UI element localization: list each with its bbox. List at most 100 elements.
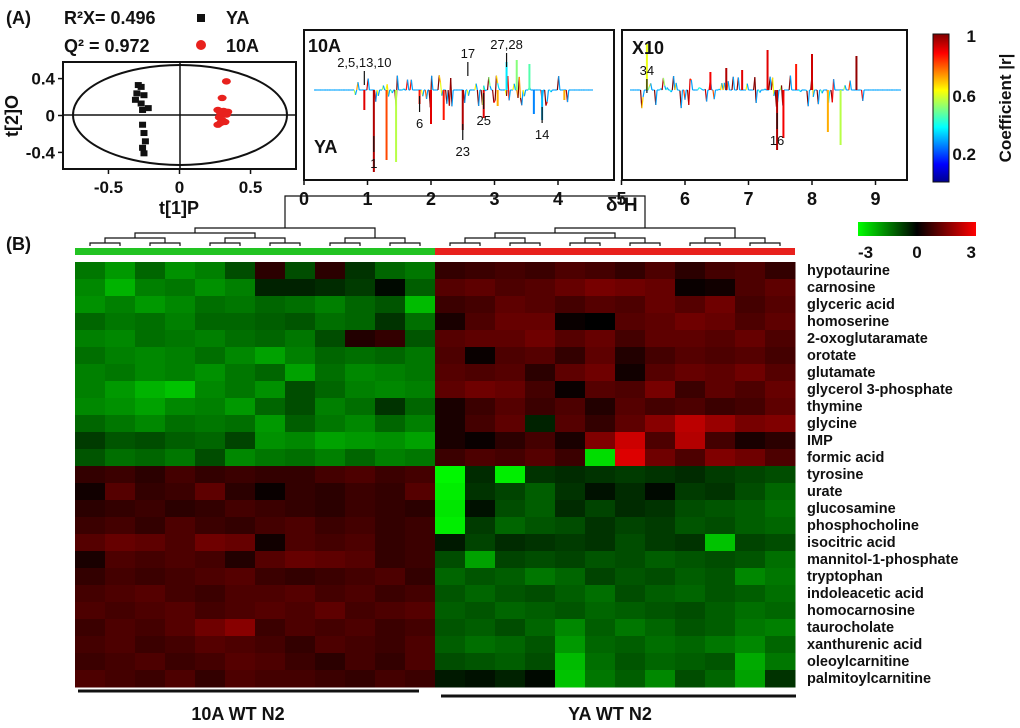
coef-trace-segment xyxy=(705,89,709,102)
heatmap-cell xyxy=(705,500,736,518)
heatmap-cell xyxy=(105,449,136,467)
heatmap-cell xyxy=(135,279,166,297)
heatmap-cell xyxy=(765,364,796,382)
heatmap-cell xyxy=(645,279,676,297)
heatmap-cell xyxy=(615,568,646,586)
coef-trace-segment xyxy=(817,89,821,105)
coef-xtick-label: 1 xyxy=(362,189,372,209)
heatmap-cell xyxy=(315,296,346,314)
heatmap-cell xyxy=(165,398,196,416)
coef-trace-segment xyxy=(513,83,517,91)
heatmap-cell xyxy=(675,313,706,331)
heatmap-cell xyxy=(135,551,166,569)
heatmap-cell xyxy=(555,381,586,399)
heatmap-cell xyxy=(285,551,316,569)
heatmap-cell xyxy=(345,551,376,569)
coef-trace-segment xyxy=(367,78,371,91)
heatmap-cell xyxy=(225,517,256,535)
heatmap-cell xyxy=(255,330,286,348)
heatmap-cell xyxy=(735,279,766,297)
heatmap-cell xyxy=(285,296,316,314)
heatmap-row-label: glyceric acid xyxy=(807,297,895,313)
score-xtick-label: 0.5 xyxy=(239,178,263,197)
score-ytick-label: 0.4 xyxy=(31,70,55,89)
heatmap-cell xyxy=(255,619,286,637)
heatmap-cell xyxy=(225,585,256,603)
heatmap-cell xyxy=(645,670,676,688)
heatmap-cell xyxy=(585,602,616,620)
heatmap-cell xyxy=(735,500,766,518)
heatmap-cell xyxy=(345,466,376,484)
heatmap-cell xyxy=(765,296,796,314)
coef-trace-segment xyxy=(467,89,471,96)
heatmap-cell xyxy=(195,636,226,654)
heatmap-cell xyxy=(555,364,586,382)
heatmap-cell xyxy=(225,330,256,348)
heatmap-cell xyxy=(675,364,706,382)
heatmap-cell xyxy=(165,670,196,688)
heatmap-cell xyxy=(375,585,406,603)
heatmap-cell xyxy=(555,500,586,518)
heatmap-cell xyxy=(405,381,436,399)
heatmap-cell xyxy=(435,449,466,467)
heatmap-cell xyxy=(345,432,376,450)
coef-trace-segment xyxy=(666,87,670,91)
heatmap-cell xyxy=(675,517,706,535)
heatmap-cell xyxy=(585,466,616,484)
heatmap-cell xyxy=(195,296,226,314)
heatmap-cell xyxy=(105,517,136,535)
heatmap-cell xyxy=(195,602,226,620)
heatmap-cell xyxy=(465,262,496,280)
heatmap-cell xyxy=(165,296,196,314)
heatmap-cell xyxy=(465,517,496,535)
heatmap-cell xyxy=(285,347,316,365)
heatmap-cell xyxy=(225,602,256,620)
score-point-10a xyxy=(217,94,227,102)
heatmap-cell xyxy=(315,483,346,501)
heatmap-cell xyxy=(135,653,166,671)
heatmap-cell xyxy=(435,585,466,603)
heatmap-cell xyxy=(705,551,736,569)
heatmap-row-label: indoleacetic acid xyxy=(807,586,924,602)
coef-trace-segment xyxy=(498,88,501,91)
heatmap-cell xyxy=(555,449,586,467)
score-ytick-label: -0.4 xyxy=(26,143,56,162)
heatmap-cell xyxy=(435,483,466,501)
heatmap-row-label: homoserine xyxy=(807,314,889,330)
heatmap-cell xyxy=(435,415,466,433)
heatmap-row-label: taurocholate xyxy=(807,620,894,636)
heatmap-cell xyxy=(315,398,346,416)
heatmap-cell xyxy=(195,466,226,484)
heatmap-cell xyxy=(345,398,376,416)
coef-peak-label: 14 xyxy=(535,127,549,142)
heatmap-cell xyxy=(645,585,676,603)
heatmap-cell xyxy=(75,364,106,382)
heatmap-cell xyxy=(615,670,646,688)
heatmap-cell xyxy=(525,398,556,416)
heatmap-cell xyxy=(75,432,106,450)
heatmap-cell xyxy=(165,364,196,382)
heatmap-cell xyxy=(765,381,796,399)
heatmap-cell xyxy=(375,619,406,637)
heatmap-cell xyxy=(195,449,226,467)
q2-label: Q² = 0.972 xyxy=(64,36,150,56)
heatmap-row-label: orotate xyxy=(807,348,856,364)
heatmap-cell xyxy=(645,262,676,280)
coef-trace-segment xyxy=(727,81,731,91)
heatmap-cell xyxy=(315,534,346,552)
heatmap-cell xyxy=(375,449,406,467)
legend-marker-ya xyxy=(197,14,205,22)
heatmap-cell xyxy=(735,415,766,433)
heatmap-cell xyxy=(135,500,166,518)
coef-trace-segment xyxy=(732,76,736,91)
heatmap-cell xyxy=(525,534,556,552)
heatmap-cell xyxy=(675,381,706,399)
heatmap-cell xyxy=(375,636,406,654)
heatmap-cell xyxy=(585,313,616,331)
heatmap-cell xyxy=(315,653,346,671)
heatmap-cell xyxy=(705,517,736,535)
heatmap-cell xyxy=(495,364,526,382)
heatmap-cell xyxy=(705,330,736,348)
heatmap-cell xyxy=(195,653,226,671)
heatmap-cell xyxy=(135,449,166,467)
